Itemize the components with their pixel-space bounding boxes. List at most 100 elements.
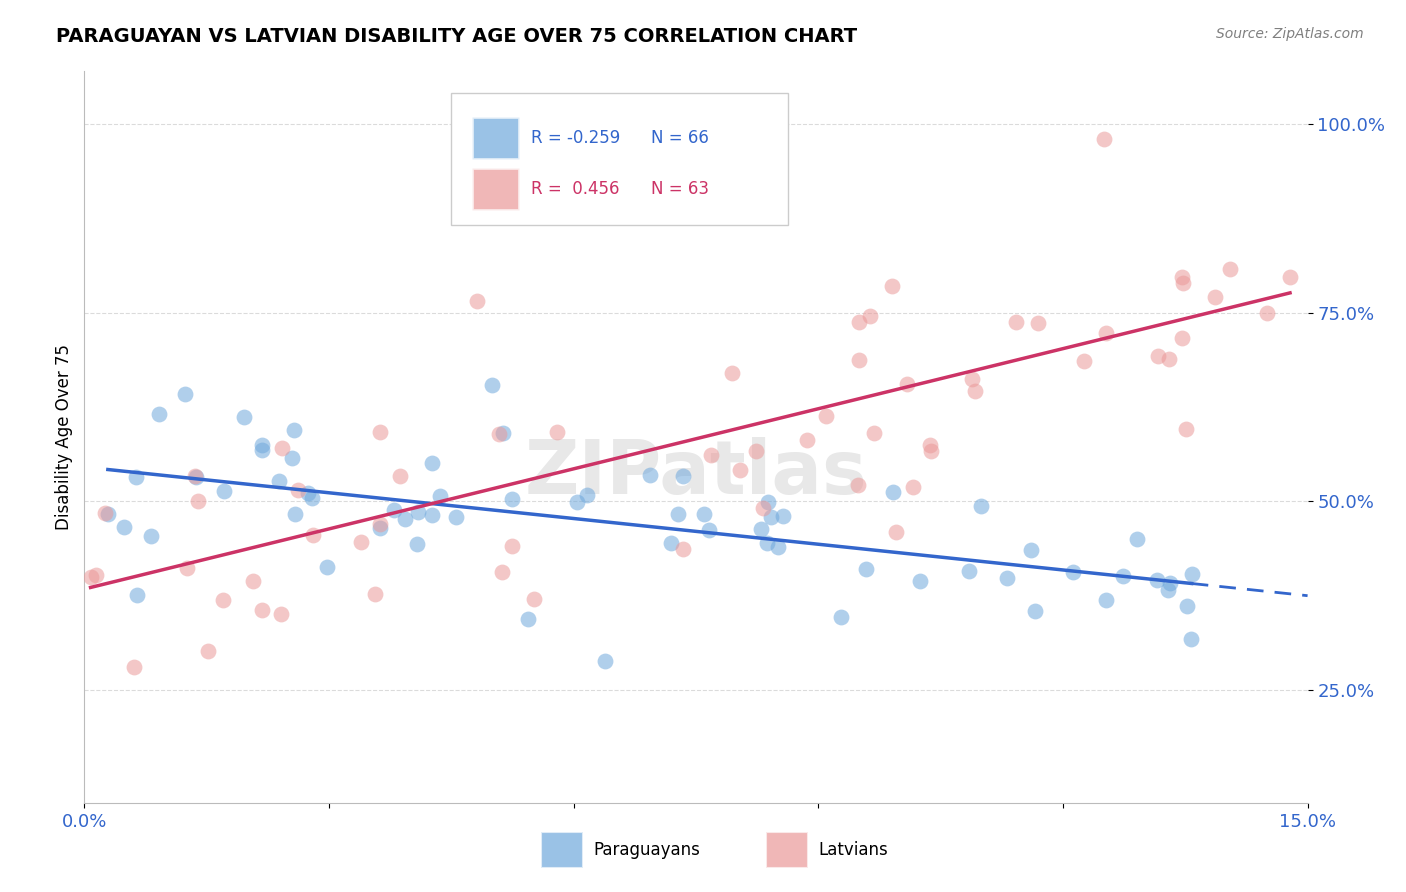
- Point: [1171, 270, 1194, 285]
- Point: [501, 492, 523, 507]
- Point: [693, 507, 716, 521]
- Text: N = 63: N = 63: [651, 180, 709, 198]
- Point: [697, 523, 720, 537]
- Point: [970, 499, 993, 513]
- Point: [187, 493, 209, 508]
- Point: [744, 444, 766, 458]
- Point: [575, 488, 598, 502]
- Point: [1219, 261, 1241, 276]
- Point: [174, 387, 197, 401]
- Point: [127, 588, 149, 602]
- Point: [721, 367, 744, 381]
- Point: [148, 407, 170, 421]
- Text: Latvians: Latvians: [818, 841, 889, 859]
- Point: [862, 425, 884, 440]
- Point: [315, 559, 337, 574]
- Point: [283, 423, 305, 437]
- Point: [749, 522, 772, 536]
- Point: [830, 609, 852, 624]
- Point: [901, 480, 924, 494]
- Point: [1279, 269, 1302, 284]
- Point: [368, 517, 391, 532]
- Point: [1126, 532, 1149, 546]
- Point: [212, 484, 235, 499]
- Point: [848, 315, 870, 329]
- Point: [465, 294, 488, 309]
- Point: [97, 507, 120, 521]
- Point: [796, 433, 818, 447]
- Point: [772, 509, 794, 524]
- Point: [388, 469, 411, 483]
- Point: [918, 438, 941, 452]
- Point: [184, 469, 207, 483]
- Point: [1175, 599, 1198, 614]
- Point: [176, 561, 198, 575]
- Y-axis label: Disability Age Over 75: Disability Age Over 75: [55, 344, 73, 530]
- Point: [1005, 315, 1028, 329]
- Point: [1146, 349, 1168, 363]
- Point: [672, 468, 695, 483]
- Point: [1062, 565, 1084, 579]
- Point: [405, 537, 427, 551]
- Point: [685, 140, 707, 154]
- Point: [429, 489, 451, 503]
- Point: [1024, 604, 1046, 618]
- Point: [965, 384, 987, 398]
- Point: [125, 470, 148, 484]
- Point: [1026, 316, 1049, 330]
- Point: [962, 372, 984, 386]
- FancyBboxPatch shape: [451, 94, 787, 225]
- Point: [517, 612, 540, 626]
- Point: [759, 510, 782, 524]
- Point: [501, 539, 523, 553]
- Point: [1156, 582, 1178, 597]
- Point: [672, 541, 695, 556]
- Point: [491, 565, 513, 579]
- Point: [271, 442, 294, 456]
- Point: [242, 574, 264, 588]
- Point: [420, 508, 443, 522]
- Point: [880, 279, 903, 293]
- Point: [755, 536, 778, 550]
- Point: [995, 570, 1018, 584]
- Point: [444, 509, 467, 524]
- Text: R = -0.259: R = -0.259: [531, 129, 620, 147]
- Point: [84, 568, 107, 582]
- Point: [908, 574, 931, 588]
- Point: [420, 456, 443, 470]
- Point: [1095, 326, 1118, 341]
- Point: [728, 463, 751, 477]
- Point: [815, 409, 838, 423]
- Point: [1256, 306, 1278, 320]
- Point: [1073, 354, 1095, 368]
- Point: [270, 607, 292, 621]
- Point: [284, 507, 307, 521]
- FancyBboxPatch shape: [472, 168, 519, 211]
- Point: [1095, 593, 1118, 607]
- Point: [297, 486, 319, 500]
- Point: [79, 570, 101, 584]
- Point: [1180, 632, 1202, 646]
- Point: [370, 425, 392, 440]
- Point: [859, 309, 882, 323]
- Point: [666, 508, 689, 522]
- Point: [567, 495, 589, 509]
- Text: R =  0.456: R = 0.456: [531, 180, 619, 198]
- Point: [1170, 331, 1192, 345]
- Point: [546, 425, 568, 439]
- Point: [184, 470, 207, 484]
- Text: N = 66: N = 66: [651, 129, 709, 147]
- Point: [252, 443, 274, 458]
- Point: [287, 483, 309, 497]
- Point: [350, 535, 373, 549]
- Point: [523, 591, 546, 606]
- Point: [112, 519, 135, 533]
- Point: [394, 512, 416, 526]
- Point: [406, 505, 429, 519]
- Point: [197, 644, 219, 658]
- Point: [368, 521, 391, 535]
- Point: [1173, 276, 1195, 290]
- Point: [1174, 422, 1197, 436]
- Point: [122, 660, 145, 674]
- Point: [1019, 542, 1042, 557]
